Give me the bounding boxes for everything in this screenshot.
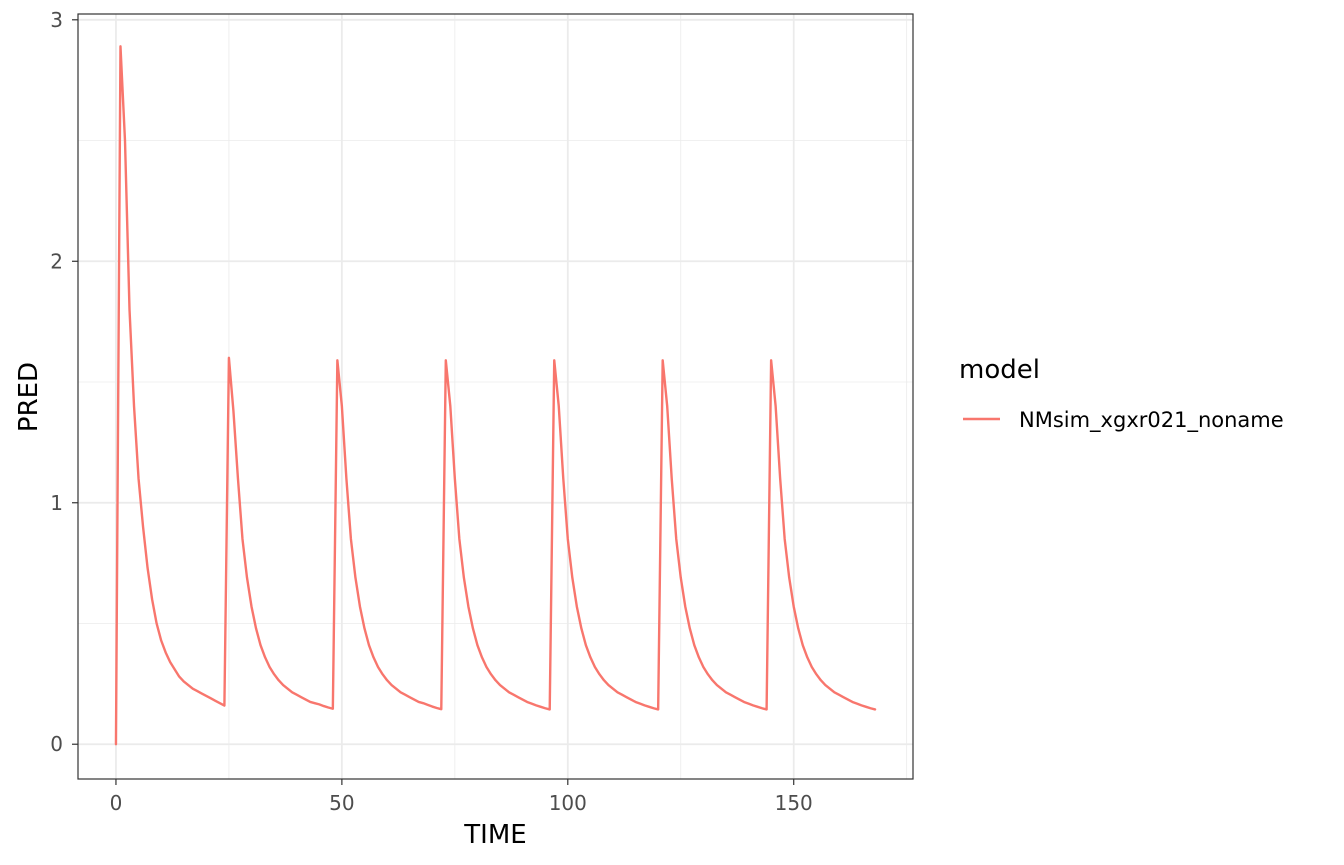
x-axis-title: TIME xyxy=(463,820,526,850)
y-tick-label-0: 0 xyxy=(50,732,63,756)
y-tick-label-1: 1 xyxy=(50,491,63,515)
x-axis-ticks: 0 50 100 150 xyxy=(110,779,813,815)
grid-major-lines xyxy=(78,14,913,779)
x-tick-label-0: 0 xyxy=(110,791,123,815)
legend-title: model xyxy=(959,355,1040,385)
panel-border xyxy=(77,13,914,780)
x-tick-label-2: 100 xyxy=(549,791,587,815)
x-tick-label-3: 150 xyxy=(775,791,813,815)
grid-minor-lines xyxy=(78,14,913,779)
x-tick-label-1: 50 xyxy=(329,791,354,815)
legend-item-label: NMsim_xgxr021_noname xyxy=(1019,408,1284,433)
y-tick-label-2: 2 xyxy=(50,249,63,273)
y-axis-ticks: 0 1 2 3 xyxy=(50,8,78,756)
series-layer xyxy=(114,45,877,746)
y-axis-title: PRED xyxy=(14,362,44,432)
y-tick-label-3: 3 xyxy=(50,8,63,32)
legend: model NMsim_xgxr021_noname xyxy=(959,355,1284,433)
series-line-0 xyxy=(114,45,877,746)
